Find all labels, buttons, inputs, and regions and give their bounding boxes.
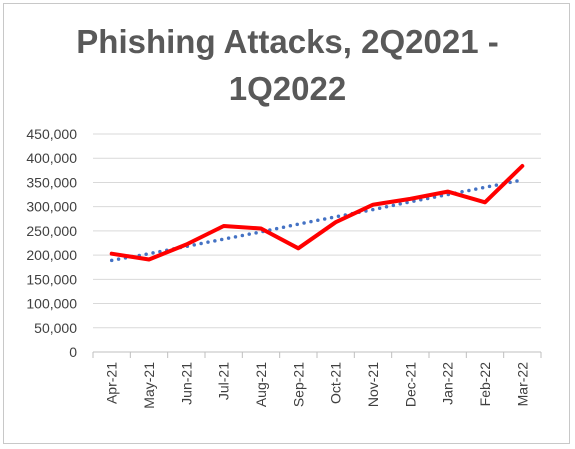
x-tick-label: Mar-22 [514,362,530,407]
x-tick-label: May-21 [141,362,157,409]
x-tick-label: Apr-21 [104,362,120,404]
y-tick-label: 150,000 [26,271,77,287]
x-tick-label: Feb-22 [477,362,493,407]
x-tick-label: Dec-21 [402,362,418,407]
gridlines [93,133,541,353]
x-tick-label: Oct-21 [328,362,344,404]
y-tick-label: 250,000 [26,223,77,239]
y-tick-label: 350,000 [26,174,77,190]
x-tick-label: Jan-22 [440,362,456,405]
chart-frame [3,3,570,444]
x-axis-tick-labels: Apr-21 May-21 Jun-21 Jul-21 Aug-21 Sep-21 Oct-… [92,352,542,409]
y-tick-label: 200,000 [26,247,77,263]
y-tick-label: 450,000 [26,126,77,142]
x-tick-label: Aug-21 [253,362,269,407]
y-tick-label: 50,000 [34,320,77,336]
y-tick-label: 0 [69,344,77,360]
y-axis-tick-labels: 0 50,000 100,000 150,000 200,000 250,000 300,0… [26,126,77,360]
x-tick-label: Jun-21 [178,362,194,405]
x-tick-label: Nov-21 [365,362,381,407]
series-line-phishing-attacks [109,164,525,262]
series-lines [109,164,525,263]
chart-title-line-1: Phishing Attacks, 2Q2021 - [76,23,499,60]
y-tick-label: 400,000 [26,150,77,166]
chart-title-line-2: 1Q2022 [228,70,347,107]
x-tick-label: Jul-21 [216,362,232,400]
y-tick-label: 300,000 [26,199,77,215]
x-tick-label: Sep-21 [290,362,306,407]
chart-title: Phishing Attacks, 2Q2021 - 1Q2022 [0,18,575,112]
y-tick-label: 100,000 [26,296,77,312]
